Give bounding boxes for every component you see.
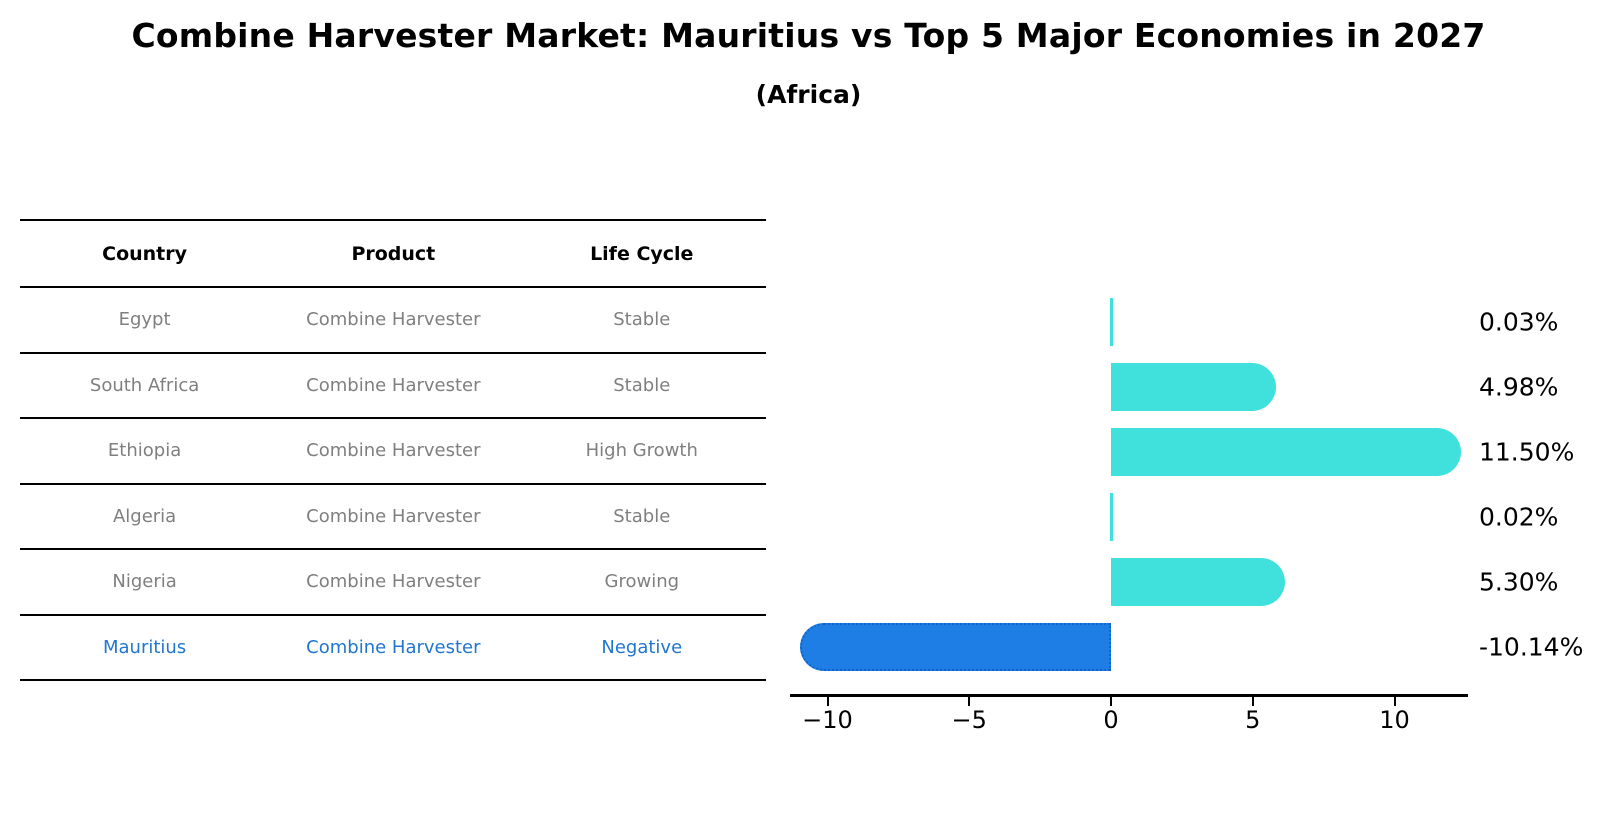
cell-country: Egypt bbox=[118, 309, 171, 331]
cell-product: Combine Harvester bbox=[306, 374, 481, 396]
x-axis-tick bbox=[968, 697, 971, 706]
cell-country: Algeria bbox=[112, 505, 177, 527]
cell-product: Combine Harvester bbox=[306, 571, 481, 593]
cell-country: South Africa bbox=[89, 374, 200, 396]
cell-country: Ethiopia bbox=[107, 440, 182, 462]
bar-nigeria bbox=[1111, 558, 1286, 606]
cell-life-cycle: Stable bbox=[613, 309, 671, 331]
table-row: Egypt Combine Harvester Stable bbox=[20, 288, 766, 354]
bar-algeria bbox=[1110, 493, 1113, 541]
x-axis-tick-label: 10 bbox=[1379, 706, 1410, 734]
table-row: Ethiopia Combine Harvester High Growth bbox=[20, 419, 766, 485]
x-axis-tick-label: −10 bbox=[802, 706, 853, 734]
cell-life-cycle: Stable bbox=[613, 374, 671, 396]
bar-ethiopia bbox=[1111, 428, 1462, 476]
chart-title: Combine Harvester Market: Mauritius vs T… bbox=[131, 16, 1486, 55]
table-row-mauritius: Mauritius Combine Harvester Negative bbox=[20, 616, 766, 681]
cell-life-cycle: Growing bbox=[604, 571, 680, 593]
cell-product: Combine Harvester bbox=[306, 636, 481, 658]
x-axis-tick bbox=[826, 697, 829, 706]
cell-product: Combine Harvester bbox=[306, 505, 481, 527]
bar-value-label: 11.50% bbox=[1479, 437, 1575, 467]
table-header-row: Country Product Life Cycle bbox=[20, 221, 766, 288]
bar-value-label: 5.30% bbox=[1479, 567, 1559, 597]
x-axis-tick-label: 5 bbox=[1245, 706, 1261, 734]
column-header-life-cycle: Life Cycle bbox=[590, 242, 694, 265]
x-axis-tick bbox=[1251, 697, 1254, 706]
cell-country: Mauritius bbox=[102, 636, 187, 658]
cell-product: Combine Harvester bbox=[306, 440, 481, 462]
table-row: South Africa Combine Harvester Stable bbox=[20, 354, 766, 419]
x-axis-tick bbox=[1393, 697, 1396, 706]
cell-life-cycle: High Growth bbox=[585, 440, 698, 462]
bar-value-label: 0.03% bbox=[1479, 307, 1559, 337]
country-table: Country Product Life Cycle Egypt Combine… bbox=[20, 219, 766, 681]
cell-country: Nigeria bbox=[112, 571, 177, 593]
bar-egypt bbox=[1110, 298, 1113, 346]
column-header-product: Product bbox=[351, 242, 436, 265]
cell-product: Combine Harvester bbox=[306, 309, 481, 331]
chart-subtitle: (Africa) bbox=[755, 80, 862, 109]
bar-south-africa bbox=[1111, 363, 1277, 411]
table-row: Nigeria Combine Harvester Growing bbox=[20, 550, 766, 616]
cell-life-cycle: Stable bbox=[613, 505, 671, 527]
x-axis-tick bbox=[1110, 697, 1112, 706]
bar-value-label: 4.98% bbox=[1479, 372, 1559, 402]
x-axis-line bbox=[790, 694, 1468, 697]
column-header-country: Country bbox=[102, 242, 188, 265]
bar-value-label: -10.14% bbox=[1479, 632, 1584, 662]
bar-value-label: 0.02% bbox=[1479, 502, 1559, 532]
cell-life-cycle: Negative bbox=[601, 636, 683, 658]
table-row: Algeria Combine Harvester Stable bbox=[20, 485, 766, 550]
x-axis-tick-label: −5 bbox=[951, 706, 987, 734]
bar-mauritius bbox=[799, 623, 1111, 671]
x-axis-tick-label: 0 bbox=[1103, 706, 1119, 734]
